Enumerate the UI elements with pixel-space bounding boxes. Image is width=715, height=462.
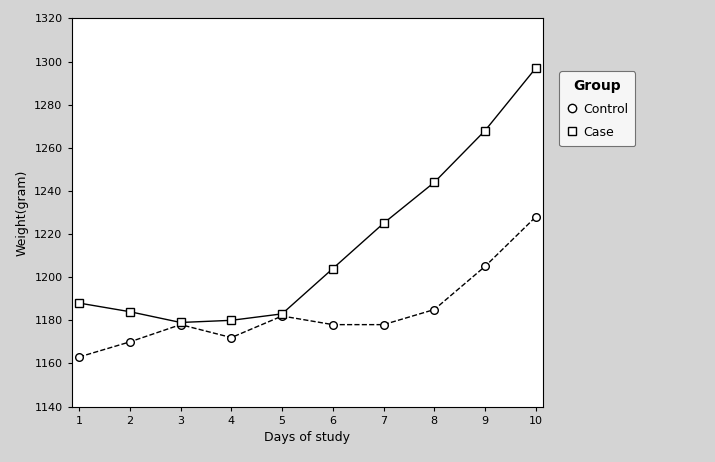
X-axis label: Days of study: Days of study <box>265 431 350 444</box>
Legend: Control, Case: Control, Case <box>559 71 636 146</box>
Y-axis label: Weight(gram): Weight(gram) <box>16 170 29 255</box>
